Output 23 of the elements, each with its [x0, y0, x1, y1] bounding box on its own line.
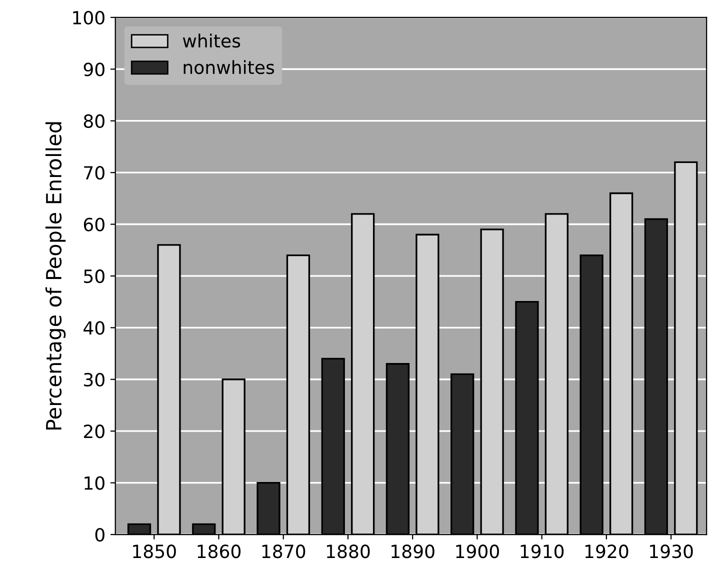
- y-tick-label: 80: [84, 114, 104, 128]
- y-tick-label: 0: [95, 528, 104, 542]
- y-axis-title: Percentage of People Enrolled: [45, 122, 66, 430]
- legend-label: whites: [182, 34, 240, 48]
- x-tick-label: 1860: [198, 544, 241, 558]
- x-tick-label: 1890: [392, 544, 434, 558]
- y-tick-label: 40: [84, 321, 104, 335]
- x-tick-label: 1850: [133, 544, 176, 558]
- x-tick-label: 1880: [326, 544, 370, 558]
- x-tick-label: 1900: [456, 544, 499, 558]
- y-tick-label: 60: [84, 218, 104, 232]
- x-tick-label: 1930: [650, 544, 693, 558]
- legend-label: nonwhites: [184, 60, 274, 74]
- y-tick-label: 70: [84, 166, 104, 180]
- y-tick-label: 100: [73, 10, 104, 25]
- x-tick-label: 1870: [262, 544, 306, 558]
- x-tick-label: 1910: [520, 544, 564, 558]
- y-tick-label: 50: [84, 269, 104, 284]
- y-tick-label: 90: [84, 62, 104, 76]
- y-tick-label: 20: [84, 424, 104, 438]
- y-tick-label: 30: [84, 372, 104, 387]
- y-tick-label: 10: [84, 476, 104, 490]
- x-tick-label: 1920: [585, 544, 628, 558]
